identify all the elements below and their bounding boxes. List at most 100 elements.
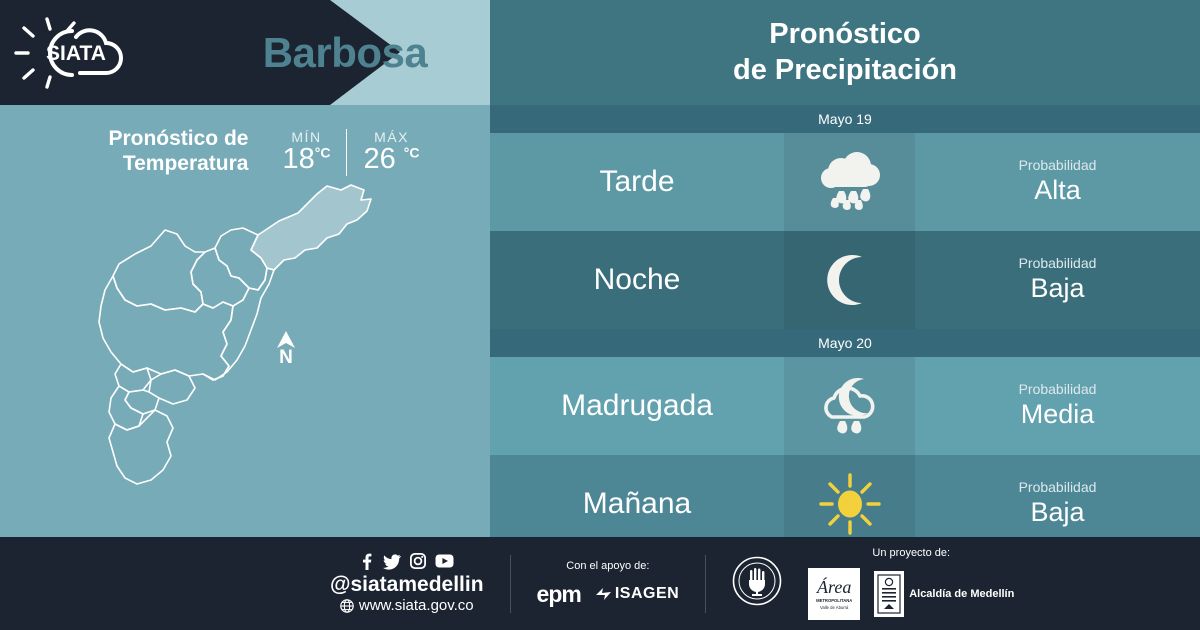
precipitation-panel: Pronóstico de Precipitación Mayo 19 Tard… (490, 0, 1200, 553)
rain-cloud-glyph (820, 152, 880, 210)
map-svg (98, 184, 372, 485)
map-region-caldas (108, 409, 174, 485)
forecast-period: Mañana (582, 487, 692, 520)
probability-label: Probabilidad (1018, 156, 1097, 173)
instagram-icon[interactable] (410, 553, 427, 570)
temperature-max-unit: °C (403, 143, 420, 160)
siata-sun-cloud-icon: SIATA (14, 16, 123, 89)
temperature-title-line1: Pronóstico de (108, 127, 249, 151)
isagen-text: ISAGEN (614, 585, 680, 602)
map-region-medellin (98, 275, 234, 381)
youtube-icon[interactable] (435, 554, 454, 568)
temperature-max-label: MÁX (374, 128, 409, 145)
map-region-itagui (114, 363, 152, 393)
website-text: www.siata.gov.co (358, 597, 474, 615)
probability-value: Baja (1030, 496, 1085, 527)
project-caption: Un proyecto de: (872, 547, 951, 559)
city-title: Barbosa (262, 28, 428, 76)
north-indicator: N (275, 330, 297, 369)
map-region-bello (112, 229, 206, 313)
area-metropolitana-logo: Área METROPOLITANA Valle de Aburrá (808, 568, 861, 620)
map-region-east-strip (202, 267, 275, 381)
precipitation-title-line2: de Precipitación (732, 53, 957, 86)
map-region-la-estrella (108, 385, 144, 431)
date-band-may19: Mayo 19 (490, 105, 1200, 133)
footer: @siatamedellin www.siata.gov.co Con el a… (0, 537, 1200, 630)
isagen-mark-icon (595, 587, 611, 600)
udem-seal (732, 556, 782, 611)
moon-glyph (826, 255, 862, 305)
forecast-row[interactable]: Tarde Probabil (490, 133, 1200, 231)
area-script-text: Área (817, 576, 852, 597)
temperature-min-value: 18°C (282, 142, 331, 175)
probability-label: Probabilidad (1018, 380, 1097, 397)
temperature-panel: SIATA Barbosa Pronóstico de Temperatura … (0, 0, 490, 537)
probability-label: Probabilidad (1018, 478, 1097, 495)
probability-label: Probabilidad (1018, 254, 1097, 271)
seal-icon (732, 556, 782, 606)
footer-divider (705, 554, 707, 613)
probability-value: Baja (1030, 272, 1085, 303)
forecast-period: Noche (593, 263, 681, 296)
facebook-icon[interactable] (359, 553, 374, 570)
twitter-icon[interactable] (383, 553, 402, 570)
project-block: Un proyecto de: Área METROPOLITANA Valle… (808, 547, 1014, 620)
forecast-period: Tarde (599, 165, 675, 198)
temperature-max: MÁX 26 °C (347, 129, 431, 176)
temperature-max-value: 26 °C (363, 142, 420, 175)
alcaldia-name: Alcaldía de Medellín (909, 588, 1015, 600)
globe-icon (340, 598, 354, 613)
map-region-envigado (148, 369, 196, 405)
sun-icon (784, 455, 915, 553)
north-arrow-icon (277, 331, 295, 348)
project-logos: Área METROPOLITANA Valle de Aburrá (808, 568, 1014, 620)
moon-rain-cloud-icon (784, 357, 915, 455)
temperature-title: Pronóstico de Temperatura (58, 127, 248, 177)
siata-logo-text: SIATA (46, 42, 106, 65)
website-line[interactable]: www.siata.gov.co (330, 597, 484, 614)
area-sub-line1: METROPOLITANA (816, 597, 853, 603)
forecast-probability: Probabilidad Baja (915, 231, 1200, 329)
forecast-row[interactable]: Mañana Probabilidad Baja (490, 455, 1200, 553)
date-band-may20: Mayo 20 (490, 329, 1200, 357)
alcaldia-logo: Alcaldía de Medellín (874, 571, 1014, 617)
forecast-probability: Probabilidad Baja (915, 455, 1200, 553)
map-region-barbosa (250, 184, 372, 271)
probability-value: Alta (1034, 174, 1081, 205)
precipitation-header: Pronóstico de Precipitación (490, 0, 1200, 105)
temperature-values: MÍN 18°C MÁX 26 °C (270, 128, 431, 176)
temperature-summary: Pronóstico de Temperatura MÍN 18°C MÁX 2… (0, 118, 490, 186)
sun-glyph (818, 473, 881, 535)
aburra-valley-map (55, 180, 435, 530)
isagen-logo: ISAGEN (595, 585, 679, 603)
forecast-probability: Probabilidad Media (915, 357, 1200, 455)
precipitation-title-line1: Pronóstico (769, 18, 921, 51)
support-logos: epm ISAGEN (537, 581, 680, 608)
alcaldia-crest-icon (877, 574, 901, 614)
temperature-min-unit: °C (314, 143, 331, 160)
moon-rain-cloud-glyph (823, 377, 874, 434)
left-header: SIATA Barbosa (0, 0, 490, 105)
north-label: N (279, 347, 293, 368)
social-handle[interactable]: @siatamedellin (330, 572, 484, 596)
temperature-min: MÍN 18°C (270, 128, 348, 176)
forecast-period: Madrugada (561, 389, 713, 422)
area-sub-line2: Valle de Aburrá (820, 605, 849, 610)
epm-logo: epm (536, 580, 582, 607)
social-block: @siatamedellin www.siata.gov.co (330, 553, 484, 614)
probability-value: Media (1020, 398, 1095, 429)
footer-divider (509, 554, 511, 613)
forecast-row[interactable]: Madrugada Probabilidad Media (490, 357, 1200, 455)
rain-cloud-icon (784, 133, 915, 231)
siata-logo-block: SIATA (0, 0, 400, 105)
alcaldia-crest (874, 571, 905, 617)
forecast-row[interactable]: Noche Probabilidad Baja (490, 231, 1200, 329)
temperature-min-label: MÍN (291, 128, 322, 145)
social-icons (330, 553, 484, 570)
forecast-probability: Probabilidad Alta (915, 133, 1200, 231)
moon-icon (784, 231, 915, 329)
temperature-title-line2: Temperatura (122, 152, 249, 175)
support-caption: Con el apoyo de: (566, 559, 650, 572)
support-block: Con el apoyo de: epm ISAGEN (537, 560, 680, 608)
